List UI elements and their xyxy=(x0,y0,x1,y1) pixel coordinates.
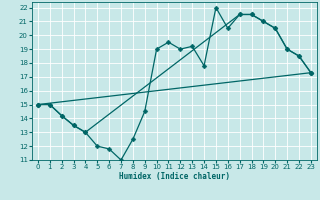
X-axis label: Humidex (Indice chaleur): Humidex (Indice chaleur) xyxy=(119,172,230,181)
